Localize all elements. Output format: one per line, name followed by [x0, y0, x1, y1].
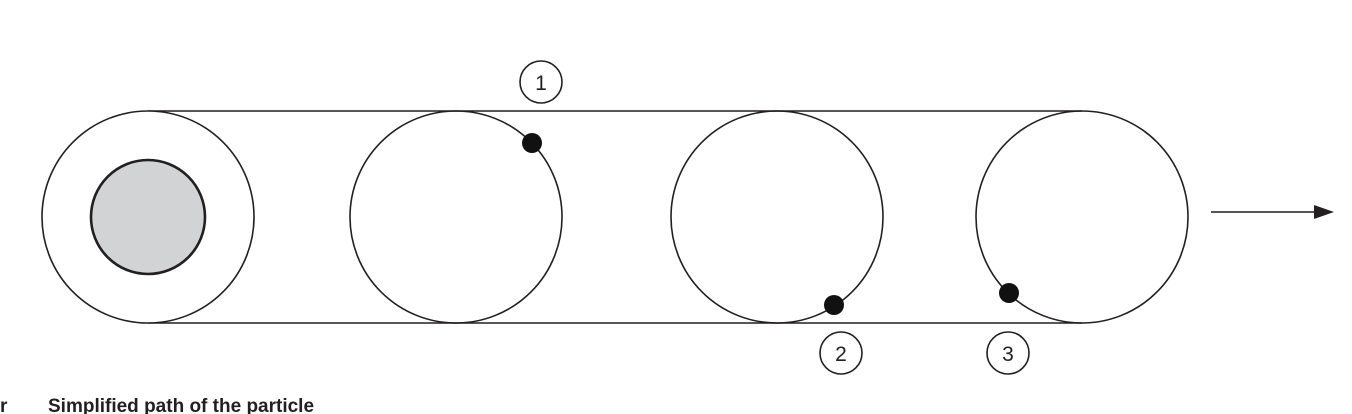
particle-2 — [824, 295, 844, 315]
marker-1: 1 — [519, 60, 563, 104]
particle-1 — [522, 133, 542, 153]
figure-caption: r Simplified path of the particle — [0, 396, 314, 414]
rolling-circle-1 — [349, 110, 563, 324]
caption-text: Simplified path of the particle — [48, 396, 315, 414]
marker-1-label: 1 — [535, 72, 547, 95]
caption-prefix: r — [0, 396, 8, 414]
particle-3 — [999, 283, 1019, 303]
marker-2: 2 — [819, 331, 863, 375]
rolling-circle-3 — [975, 110, 1189, 324]
marker-3: 3 — [986, 331, 1030, 375]
rolling-circle-2 — [670, 110, 884, 324]
drive-pulley-hub — [89, 158, 207, 276]
direction-arrow-icon — [1314, 205, 1334, 219]
marker-3-label: 3 — [1002, 343, 1014, 366]
marker-2-label: 2 — [835, 343, 847, 366]
